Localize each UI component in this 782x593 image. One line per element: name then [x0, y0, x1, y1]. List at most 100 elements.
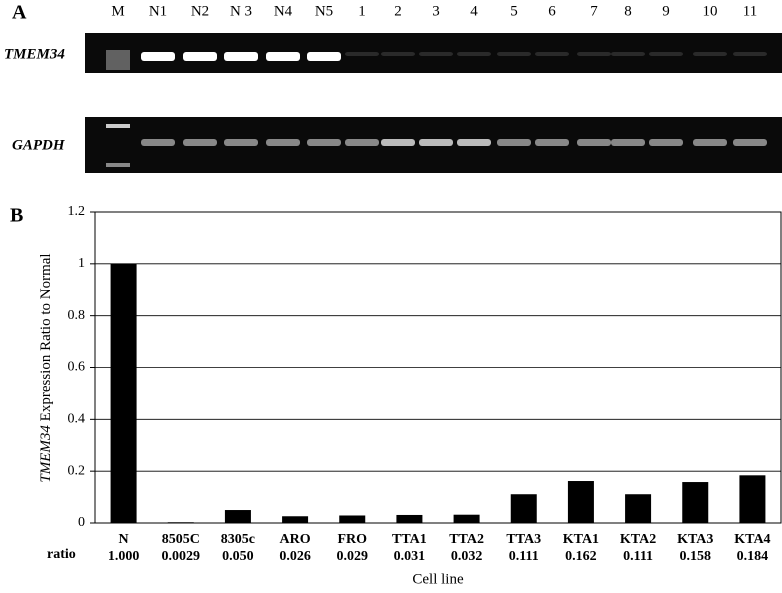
- lane-label: 10: [703, 3, 718, 19]
- band: [457, 139, 491, 146]
- lane-label: N5: [315, 3, 333, 19]
- value-label: 1.000: [108, 549, 140, 564]
- lane-label: 7: [590, 3, 598, 19]
- x-tick-label: TTA2: [449, 532, 484, 547]
- band: [224, 52, 258, 61]
- bar: [110, 263, 137, 523]
- band: [733, 52, 767, 56]
- band: [693, 52, 727, 56]
- bar: [453, 514, 480, 523]
- band: [693, 139, 727, 146]
- band: [611, 139, 645, 146]
- value-label: 0.032: [451, 549, 483, 564]
- band: [419, 139, 453, 146]
- lane-label: N1: [149, 3, 167, 19]
- lane-label: 11: [743, 3, 757, 19]
- value-label: 0.050: [222, 549, 254, 564]
- lane-label: 3: [432, 3, 440, 19]
- value-label: 0.026: [279, 549, 311, 564]
- band: [266, 52, 300, 61]
- y-tick-label: 0.8: [68, 308, 86, 323]
- band: [733, 139, 767, 146]
- row-label: GAPDH: [12, 137, 66, 153]
- value-label: 0.0029: [162, 549, 201, 564]
- band: [381, 52, 415, 56]
- band: [141, 52, 175, 61]
- value-label: 0.162: [565, 549, 597, 564]
- value-label: 0.029: [337, 549, 369, 564]
- x-tick-label: KTA2: [620, 532, 656, 547]
- y-axis-title: TMEM34 Expression Ratio to Normal: [38, 253, 54, 482]
- ladder: [106, 163, 130, 167]
- lane-label: 1: [358, 3, 366, 19]
- ladder: [106, 124, 130, 128]
- value-label: 0.158: [680, 549, 712, 564]
- band: [419, 52, 453, 56]
- bar: [282, 516, 309, 523]
- x-tick-label: 8505C: [162, 532, 200, 547]
- band: [457, 52, 491, 56]
- band: [141, 139, 175, 146]
- band: [611, 52, 645, 56]
- y-axis-title-gene: TMEM34: [38, 425, 54, 483]
- band: [381, 139, 415, 146]
- band: [345, 52, 379, 56]
- panel-label: B: [10, 205, 23, 227]
- lane-label: 4: [470, 3, 478, 19]
- lane-label: N4: [274, 3, 293, 19]
- lane-label: 9: [662, 3, 670, 19]
- lane-label: 5: [510, 3, 518, 19]
- band: [649, 52, 683, 56]
- bar: [682, 482, 709, 523]
- band: [307, 139, 341, 146]
- x-tick-label: FRO: [337, 532, 367, 547]
- bar: [339, 515, 366, 523]
- band: [535, 139, 569, 146]
- band: [307, 52, 341, 61]
- y-tick-label: 1: [78, 256, 85, 271]
- lane-label: N2: [191, 3, 209, 19]
- y-tick-label: 0.4: [68, 412, 86, 427]
- lane-label: 8: [624, 3, 632, 19]
- ladder: [106, 50, 130, 70]
- band: [577, 52, 611, 56]
- bar: [167, 522, 194, 523]
- band: [183, 52, 217, 61]
- value-label: 0.111: [623, 549, 653, 564]
- x-tick-label: KTA4: [734, 532, 770, 547]
- row-label: ratio: [47, 547, 76, 562]
- y-tick-label: 1.2: [68, 204, 86, 219]
- lane-label: M: [111, 3, 124, 19]
- value-label: 0.111: [509, 549, 539, 564]
- band: [345, 139, 379, 146]
- band: [497, 139, 531, 146]
- x-axis-title: Cell line: [412, 571, 464, 587]
- y-tick-label: 0.6: [68, 360, 86, 375]
- band: [649, 139, 683, 146]
- band: [577, 139, 611, 146]
- value-label: 0.184: [737, 549, 769, 564]
- bar: [510, 494, 537, 523]
- band: [535, 52, 569, 56]
- y-axis-title-text: Expression Ratio to Normal: [38, 253, 54, 421]
- bar: [625, 494, 652, 523]
- row-label: TMEM34: [4, 46, 65, 62]
- lane-label: 6: [548, 3, 556, 19]
- x-tick-label: ARO: [280, 532, 311, 547]
- band: [224, 139, 258, 146]
- lane-label: N 3: [230, 3, 252, 19]
- x-tick-label: TTA3: [506, 532, 541, 547]
- x-tick-label: N: [119, 532, 129, 547]
- lane-label: 2: [394, 3, 402, 19]
- panel-label: A: [12, 2, 27, 24]
- band: [497, 52, 531, 56]
- value-label: 0.031: [394, 549, 426, 564]
- band: [266, 139, 300, 146]
- y-tick-label: 0: [78, 515, 85, 530]
- bar: [739, 475, 766, 523]
- bar: [224, 510, 251, 523]
- x-tick-label: KTA1: [563, 532, 599, 547]
- y-tick-label: 0.2: [68, 463, 86, 478]
